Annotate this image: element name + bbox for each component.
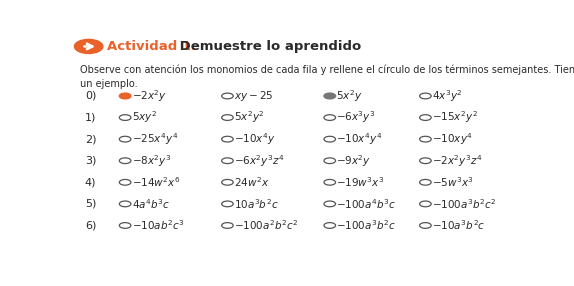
Circle shape: [119, 93, 131, 99]
Text: $-6x^3y^3$: $-6x^3y^3$: [336, 110, 376, 126]
Text: $4a^4b^3c$: $4a^4b^3c$: [132, 197, 170, 211]
Text: $24w^2x$: $24w^2x$: [234, 175, 269, 189]
Text: $-10x^4y^4$: $-10x^4y^4$: [336, 131, 383, 147]
Text: $-15x^2y^2$: $-15x^2y^2$: [432, 110, 478, 126]
Text: $4x^3y^2$: $4x^3y^2$: [432, 88, 463, 104]
Text: $-5w^3x^3$: $-5w^3x^3$: [432, 175, 474, 189]
Text: $-25x^4y^4$: $-25x^4y^4$: [132, 131, 178, 147]
Text: $5xy^2$: $5xy^2$: [132, 110, 157, 126]
Text: $-9x^2y$: $-9x^2y$: [336, 153, 371, 169]
Text: $-100a^3b^2c^2$: $-100a^3b^2c^2$: [432, 197, 497, 211]
Text: 5): 5): [85, 199, 96, 209]
Text: 0): 0): [85, 91, 96, 101]
Text: $-19w^3x^3$: $-19w^3x^3$: [336, 175, 385, 189]
Text: 1): 1): [85, 113, 96, 123]
Text: 6): 6): [85, 221, 96, 231]
Text: $-100a^2b^2c^2$: $-100a^2b^2c^2$: [234, 219, 298, 232]
Text: $-6x^2y^3z^4$: $-6x^2y^3z^4$: [234, 153, 285, 169]
Text: $-10ab^2c^3$: $-10ab^2c^3$: [132, 219, 185, 232]
Text: $10a^3b^2c$: $10a^3b^2c$: [234, 197, 279, 211]
Text: $-10xy^4$: $-10xy^4$: [432, 131, 473, 147]
Circle shape: [324, 93, 336, 99]
Text: $5x^2y^2$: $5x^2y^2$: [234, 110, 265, 126]
Text: 2): 2): [85, 134, 96, 144]
Text: $-100a^4b^3c$: $-100a^4b^3c$: [336, 197, 397, 211]
Text: $-100a^3b^2c$: $-100a^3b^2c$: [336, 219, 397, 232]
Text: Actividad 1.: Actividad 1.: [107, 40, 196, 53]
Text: $-2x^2y^3z^4$: $-2x^2y^3z^4$: [432, 153, 483, 169]
Text: 4): 4): [85, 177, 96, 187]
Text: $-14w^2x^6$: $-14w^2x^6$: [132, 175, 180, 189]
Text: Observe con atención los monomios de cada fila y rellene el círculo de los térmi: Observe con atención los monomios de cad…: [80, 64, 574, 89]
Text: $-10x^4y$: $-10x^4y$: [234, 131, 276, 147]
Text: $-8x^2y^3$: $-8x^2y^3$: [132, 153, 172, 169]
Text: $-2x^2y$: $-2x^2y$: [132, 88, 167, 104]
Text: 3): 3): [85, 156, 96, 166]
Text: $xy-25$: $xy-25$: [234, 89, 274, 103]
Text: Demuestre lo aprendido: Demuestre lo aprendido: [175, 40, 361, 53]
Text: $5x^2y$: $5x^2y$: [336, 88, 363, 104]
Circle shape: [75, 39, 103, 53]
Text: $-10a^3b^2c$: $-10a^3b^2c$: [432, 219, 486, 232]
